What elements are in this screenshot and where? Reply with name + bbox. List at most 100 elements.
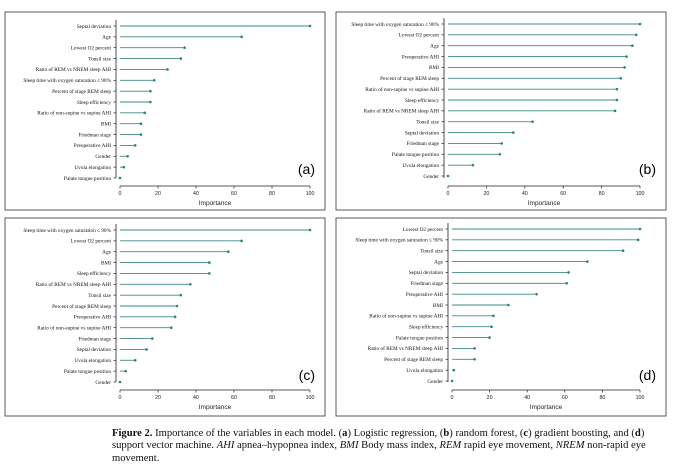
variable-label: Preoperative AHI — [74, 143, 111, 149]
variable-label: Sleep time with oxygen saturation ≤ 90% — [23, 228, 111, 234]
panel-label: (d) — [639, 367, 656, 383]
lollipop-point — [473, 357, 476, 361]
lollipop-point — [139, 122, 143, 126]
variable-label: Tonsil size — [88, 56, 111, 62]
lollipop-point — [492, 314, 495, 318]
lollipop-point — [149, 89, 152, 93]
panel-label: (b) — [639, 161, 656, 177]
variable-label: Percent of stage REM sleep — [384, 356, 443, 363]
x-tick-label: 100 — [306, 395, 315, 401]
variable-label: Uvula elongation — [406, 368, 443, 374]
variable-label: Ratio of REM vs NREM sleep AHI — [368, 345, 444, 352]
x-tick-label: 20 — [155, 191, 161, 197]
lollipop-point — [151, 337, 154, 340]
panel-frame — [4, 11, 326, 211]
caption-abbrev-rem: REM — [439, 440, 462, 452]
lollipop-point — [615, 98, 619, 102]
lollipop-point — [473, 347, 476, 350]
variable-label: Palate tongue position — [396, 335, 443, 341]
variable-label: Palate tongue position — [392, 152, 439, 158]
figure-label: Figure 2. — [112, 428, 153, 439]
variable-label: Palate tongue position — [64, 369, 111, 375]
variable-label: Palate tongue position — [64, 176, 111, 182]
variable-label: Tonsil size — [88, 293, 111, 299]
variable-label: Gender — [427, 379, 443, 385]
variable-label: Sleep efficiency — [77, 270, 112, 277]
caption-text: non-rapid eye movement. — [112, 440, 646, 464]
x-tick-label: 100 — [636, 191, 645, 197]
variable-label: BMI — [101, 260, 111, 266]
variable-label: Ratio of REM vs NREM sleep AHI — [36, 66, 112, 73]
variable-label: Percent of stage REM sleep — [380, 75, 439, 82]
lollipop-point — [511, 131, 515, 134]
lollipop-point — [166, 68, 169, 71]
caption-text: apnea–hypopnea index, — [234, 440, 340, 452]
lollipop-point — [498, 152, 502, 156]
panel-label: (a) — [298, 161, 315, 177]
lollipop-point — [490, 325, 493, 329]
lollipop-point — [170, 326, 173, 330]
lollipop-point — [631, 44, 634, 48]
variable-label: Tonsil size — [416, 120, 439, 126]
lollipop-point — [173, 315, 177, 319]
variable-label: Preoperative AHI — [406, 292, 443, 298]
caption-text: rapid eye movement, — [461, 440, 556, 452]
x-tick-label: 80 — [599, 395, 605, 401]
lollipop-point — [240, 239, 243, 243]
lollipop-point — [535, 292, 538, 296]
variable-label: Lowest O2 percent — [71, 239, 112, 245]
x-tick-label: 0 — [119, 395, 122, 401]
lollipop-point — [179, 57, 183, 60]
x-tick-label: 40 — [193, 191, 199, 197]
figure-caption: Figure 2. Importance of the variables in… — [112, 428, 668, 465]
caption-abbrev-nrem: NREM — [555, 440, 585, 452]
lollipop-point — [567, 271, 570, 274]
lollipop-point — [152, 78, 156, 82]
x-tick-label: 60 — [560, 191, 566, 197]
variable-label: Lowest O2 percent — [71, 46, 112, 52]
variable-label: Lowest O2 percent — [399, 33, 440, 39]
lollipop-point — [149, 100, 152, 104]
lollipop-point — [488, 336, 491, 339]
lollipop-point — [143, 111, 146, 115]
lollipop-point — [619, 76, 623, 80]
variable-label: Friedman stage — [78, 336, 111, 342]
lollipop-point — [145, 348, 148, 351]
variable-label: BMI — [101, 122, 111, 128]
variable-label: Age — [102, 35, 111, 41]
lollipop-point — [623, 66, 626, 69]
x-tick-label: 20 — [483, 191, 489, 197]
variable-label: Gender — [95, 380, 111, 386]
variable-label: Lowest O2 percent — [403, 227, 444, 233]
lollipop-point — [625, 55, 628, 58]
caption-ref-a: a — [342, 428, 348, 439]
lollipop-point — [118, 380, 122, 384]
lollipop-point — [118, 176, 122, 180]
figure-panels: 0 20 40 60 80 100 Importance Septal deviation Ag… — [4, 11, 667, 417]
lollipop-point — [122, 165, 126, 169]
lollipop-point — [175, 304, 179, 308]
variable-label: Sleep efficiency — [409, 324, 444, 331]
variable-label: Tonsil size — [420, 249, 443, 255]
caption-ref-d: d — [634, 428, 641, 439]
variable-label: Ratio of non-supine vs supine AHI — [37, 110, 111, 117]
lollipop-point — [308, 228, 312, 232]
caption-abbrev-bmi: BMI — [339, 440, 359, 452]
variable-label: Age — [434, 259, 443, 265]
variable-label: Preoperative AHI — [402, 54, 439, 60]
lollipop-point — [615, 87, 619, 91]
lollipop-point — [531, 120, 534, 124]
lollipop-point — [565, 281, 568, 285]
variable-label: Sleep time with oxygen saturation ≤ 90% — [23, 78, 111, 84]
variable-label: Percent of stage REM sleep — [52, 88, 111, 95]
caption-abbrev-ahi: AHI — [216, 440, 235, 452]
variable-label: Ratio of REM vs NREM sleep AHI — [364, 108, 440, 115]
x-axis-title: Importance — [199, 404, 232, 411]
lollipop-point — [586, 260, 589, 263]
chart-panel-a: 0 20 40 60 80 100 Importance Septal deviation Ag… — [4, 11, 326, 211]
variable-label: Septal deviation — [77, 347, 112, 353]
x-axis-title: Importance — [528, 200, 561, 207]
lollipop-point — [634, 33, 638, 37]
lollipop-point — [638, 227, 642, 231]
lollipop-point — [636, 238, 640, 242]
